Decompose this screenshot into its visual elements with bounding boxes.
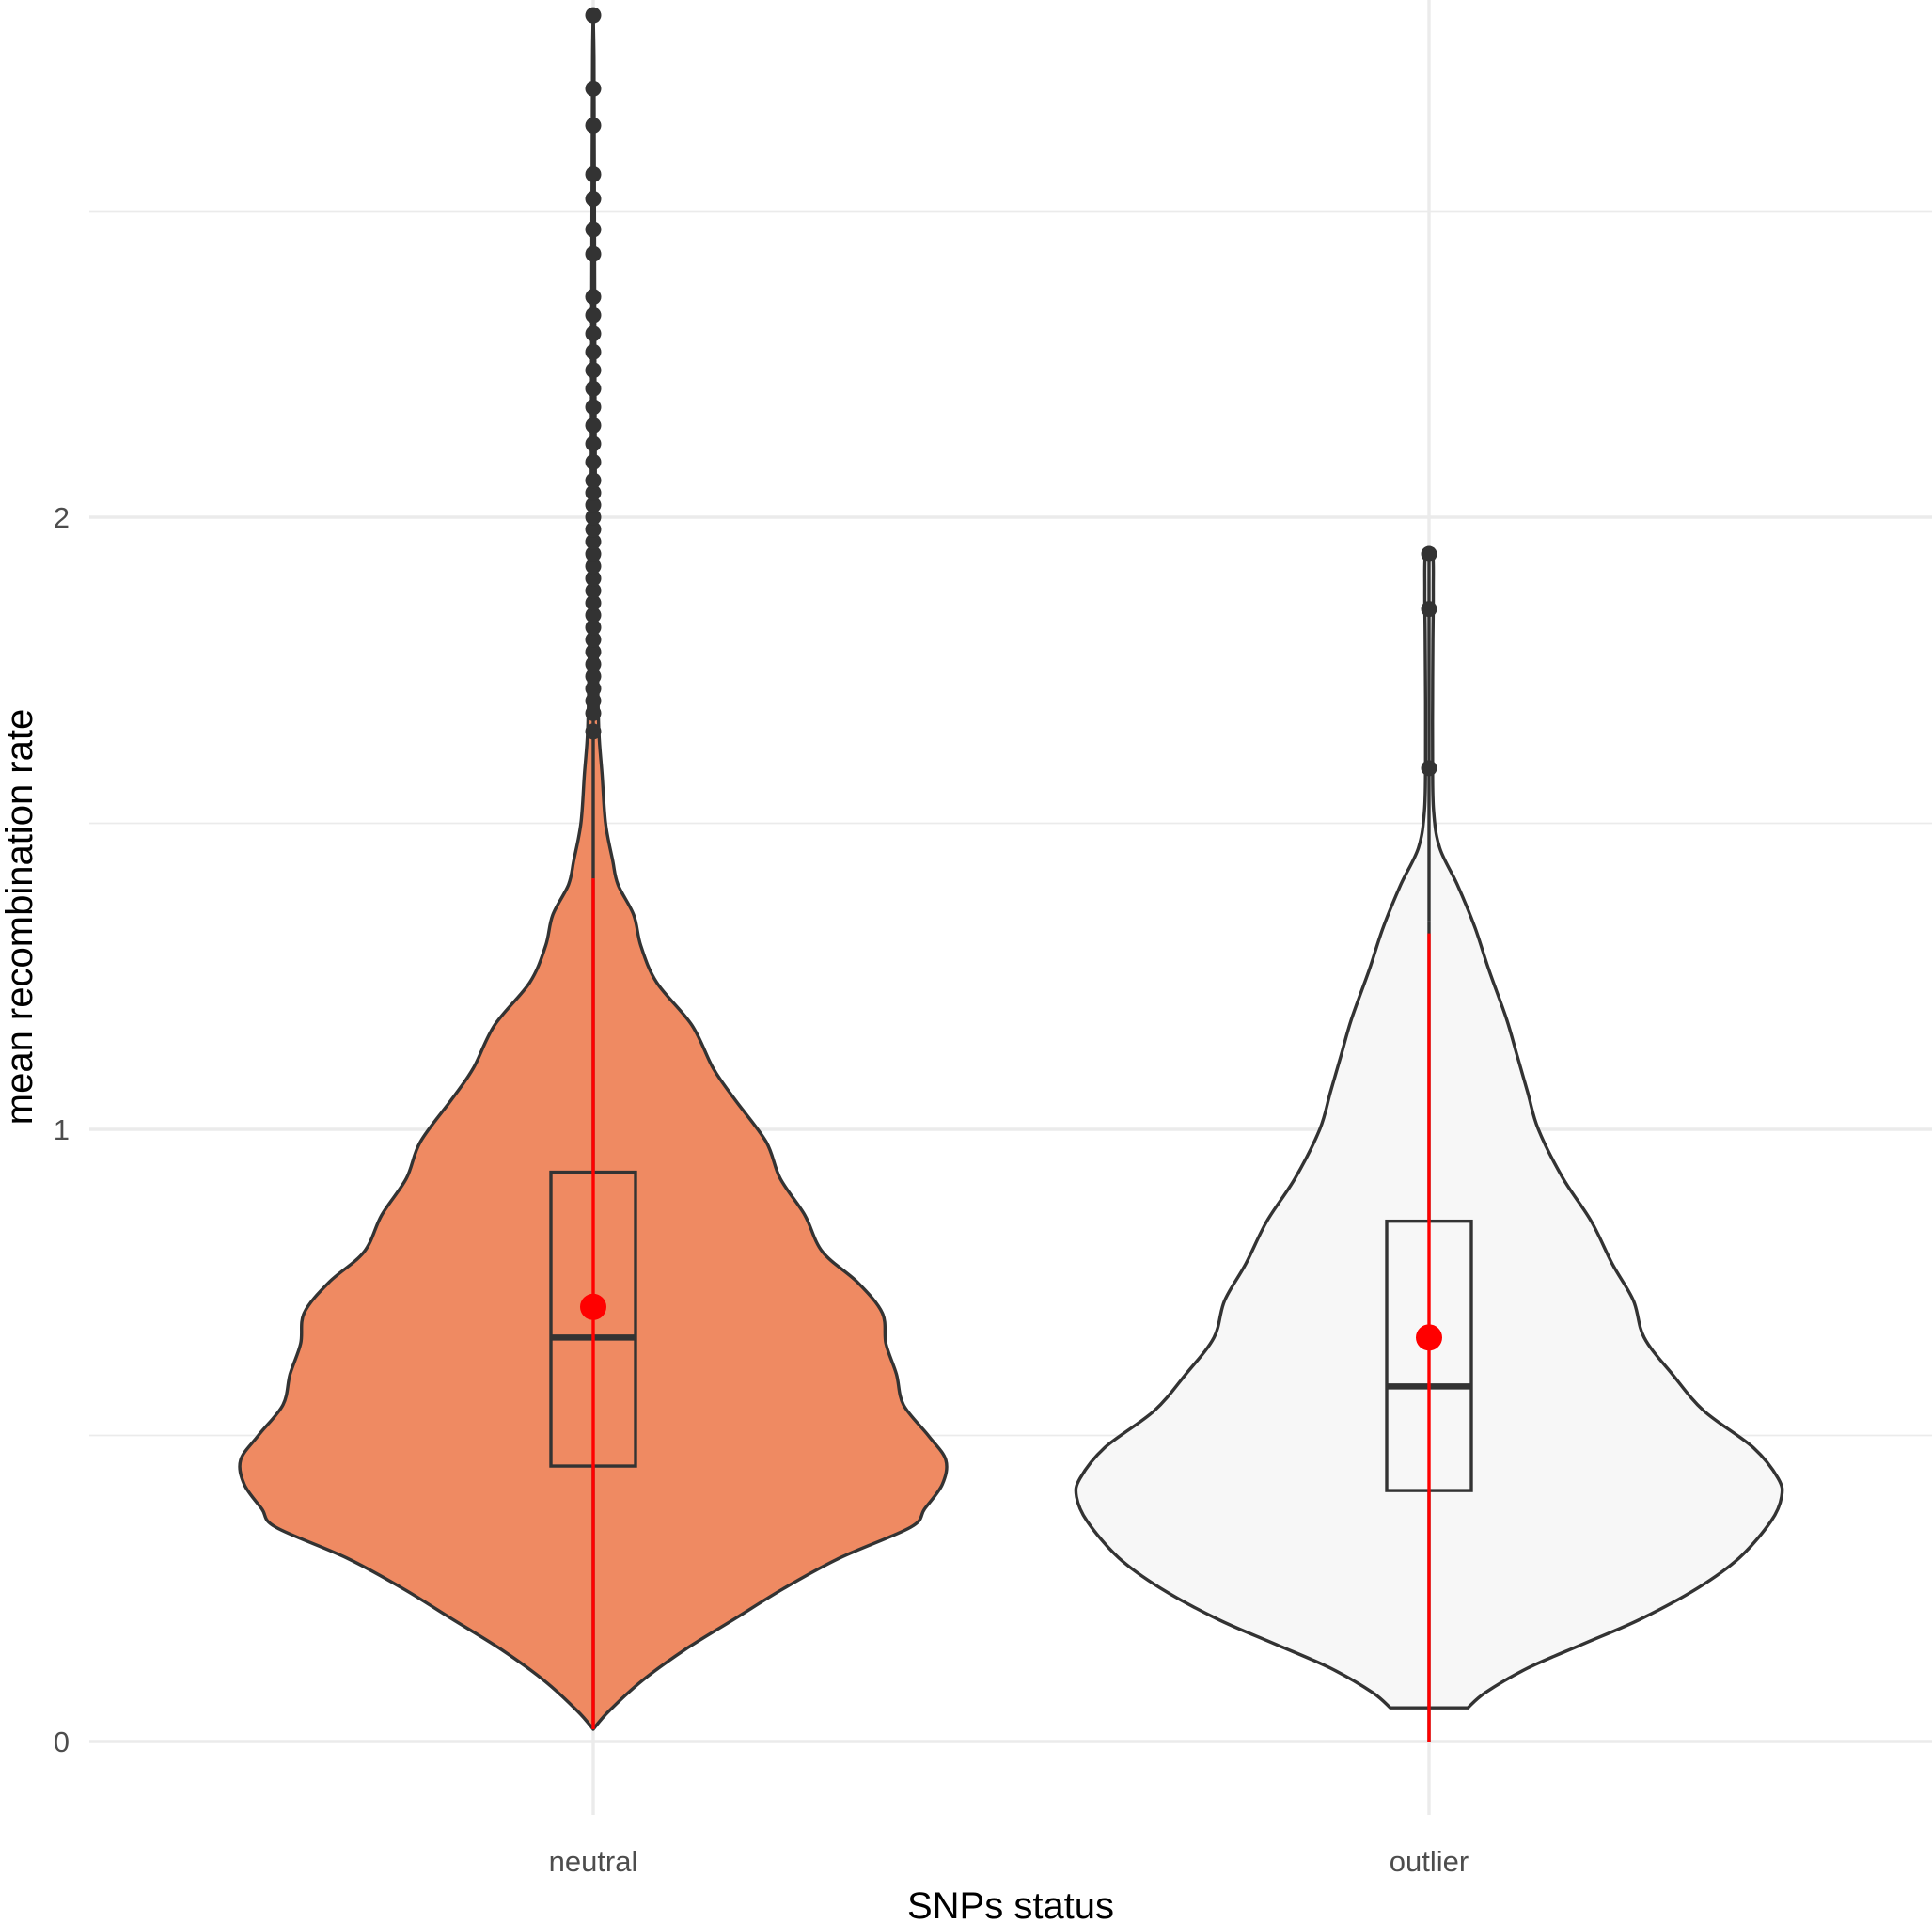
outlier-point-neutral-2 bbox=[585, 692, 602, 709]
outlier-point-neutral-14 bbox=[585, 545, 602, 562]
outlier-point-neutral-3 bbox=[585, 680, 602, 697]
outlier-point-neutral-18 bbox=[585, 497, 602, 513]
outlier-point-neutral-35 bbox=[585, 117, 602, 134]
outlier-point-neutral-25 bbox=[585, 380, 602, 397]
outlier-point-neutral-9 bbox=[585, 607, 602, 623]
outlier-point-neutral-8 bbox=[585, 619, 602, 636]
outlier-point-neutral-36 bbox=[585, 80, 602, 97]
x-tick-label-outlier: outlier bbox=[1390, 1845, 1469, 1878]
outlier-point-neutral-19 bbox=[585, 484, 602, 501]
outlier-point-neutral-17 bbox=[585, 509, 602, 526]
outlier-point-neutral-33 bbox=[585, 190, 602, 207]
outlier-point-neutral-37 bbox=[585, 7, 602, 24]
mean-point-neutral bbox=[580, 1293, 606, 1320]
outlier-point-neutral-21 bbox=[585, 453, 602, 470]
outlier-point-neutral-26 bbox=[585, 362, 602, 379]
outlier-point-outlier-1 bbox=[1421, 601, 1437, 618]
outlier-point-neutral-31 bbox=[585, 245, 602, 262]
outlier-point-neutral-10 bbox=[585, 594, 602, 611]
outlier-point-neutral-32 bbox=[585, 221, 602, 238]
y-tick-label-1: 1 bbox=[54, 1113, 70, 1146]
outlier-point-neutral-12 bbox=[585, 570, 602, 587]
outlier-point-neutral-23 bbox=[585, 417, 602, 433]
tick-labels: 0 1 2 neutral outlier bbox=[54, 501, 1469, 1878]
outlier-point-outlier-2 bbox=[1421, 545, 1437, 562]
outlier-point-neutral-7 bbox=[585, 631, 602, 648]
outlier-point-neutral-22 bbox=[585, 435, 602, 452]
outlier-point-neutral-1 bbox=[585, 704, 602, 721]
outlier-point-neutral-16 bbox=[585, 521, 602, 538]
outlier-point-neutral-27 bbox=[585, 343, 602, 360]
means bbox=[580, 878, 1442, 1742]
outlier-point-neutral-29 bbox=[585, 307, 602, 323]
mean-point-outlier bbox=[1416, 1324, 1442, 1351]
outlier-point-neutral-4 bbox=[585, 668, 602, 685]
outlier-point-neutral-24 bbox=[585, 399, 602, 416]
violins bbox=[238, 8, 1784, 1731]
outlier-point-neutral-34 bbox=[585, 166, 602, 182]
outlier-point-neutral-30 bbox=[585, 289, 602, 306]
y-tick-label-2: 2 bbox=[54, 501, 70, 534]
outlier-point-neutral-6 bbox=[585, 643, 602, 660]
outlier-point-neutral-20 bbox=[585, 472, 602, 489]
outlier-point-neutral-5 bbox=[585, 655, 602, 672]
y-tick-label-0: 0 bbox=[54, 1726, 70, 1758]
outlier-point-neutral-11 bbox=[585, 582, 602, 599]
x-axis-title: SNPs status bbox=[907, 1885, 1114, 1923]
outlier-point-neutral-15 bbox=[585, 533, 602, 550]
outlier-point-outlier-0 bbox=[1421, 760, 1437, 777]
y-axis-title: mean recombination rate bbox=[0, 709, 40, 1125]
outlier-point-neutral-13 bbox=[585, 558, 602, 575]
x-tick-label-neutral: neutral bbox=[549, 1845, 638, 1878]
outlier-point-neutral-28 bbox=[585, 325, 602, 342]
outlier-point-neutral-0 bbox=[585, 723, 602, 740]
